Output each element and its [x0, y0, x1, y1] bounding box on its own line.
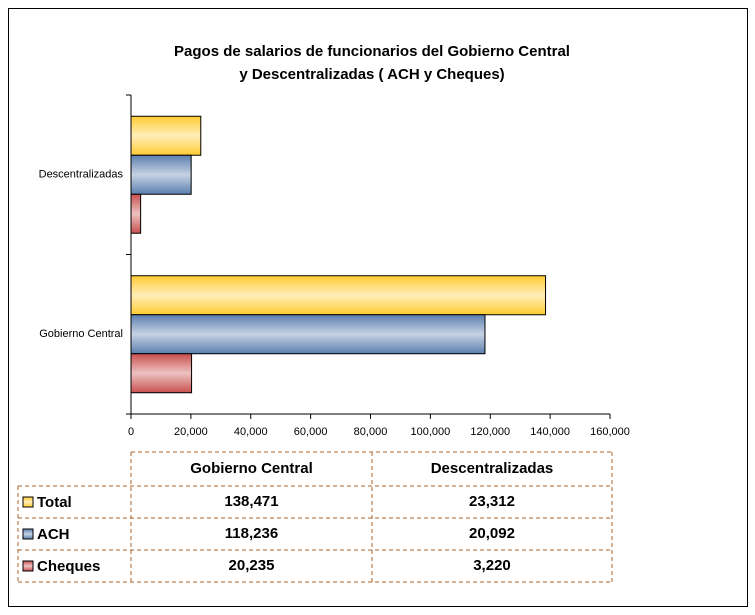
table-value: 20,235 [229, 557, 275, 574]
table-value: 138,471 [224, 493, 278, 510]
legend-swatch [22, 528, 34, 540]
legend-swatch [22, 560, 34, 572]
bar [130, 353, 193, 394]
x-tick-label: 140,000 [530, 426, 570, 438]
legend-swatch [22, 496, 34, 508]
table-value: 118,236 [225, 525, 278, 542]
x-tick-label: 160,000 [590, 426, 630, 438]
table-header: Gobierno Central [190, 460, 313, 477]
legend-label: Total [37, 494, 72, 511]
bar [130, 154, 192, 195]
legend-label: ACH [37, 526, 70, 543]
bar [130, 314, 486, 355]
table-value: 20,092 [469, 525, 515, 542]
x-tick-label: 0 [128, 426, 134, 438]
x-tick-label: 60,000 [294, 426, 328, 438]
table-value: 3,220 [473, 557, 511, 574]
x-tick-label: 80,000 [354, 426, 388, 438]
bar [130, 275, 547, 316]
chart-title: Pagos de salarios de funcionarios del Go… [174, 43, 570, 60]
bar [130, 115, 202, 156]
y-tick-label: Gobierno Central [39, 328, 123, 340]
table-header: Descentralizadas [431, 460, 554, 477]
x-tick-label: 100,000 [410, 426, 450, 438]
chart-title: y Descentralizadas ( ACH y Cheques) [239, 66, 504, 83]
x-tick-label: 120,000 [470, 426, 510, 438]
x-tick-label: 40,000 [234, 426, 268, 438]
x-tick-label: 20,000 [174, 426, 208, 438]
legend-label: Cheques [37, 558, 100, 575]
y-tick-label: Descentralizadas [39, 169, 124, 181]
table-value: 23,312 [469, 493, 515, 510]
bar [130, 193, 142, 234]
